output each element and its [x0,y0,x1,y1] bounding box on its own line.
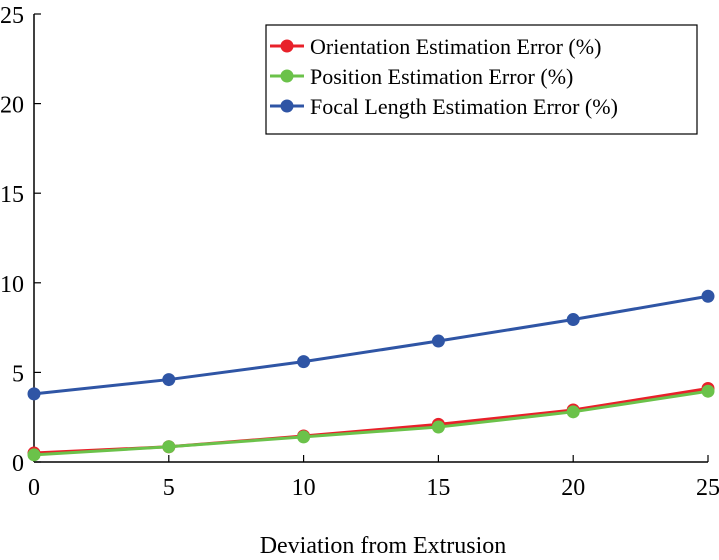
x-tick-label: 0 [28,475,40,501]
x-tick-label: 25 [696,475,719,501]
series-2 [27,289,715,401]
y-tick-label: 25 [0,3,24,29]
data-point [162,373,176,387]
series-line [33,294,709,396]
data-point [27,448,41,462]
data-point [701,289,715,303]
y-tick-label: 15 [0,182,24,208]
legend-item: Position Estimation Error (%) [270,64,573,89]
series-line [33,389,709,457]
legend-item: Focal Length Estimation Error (%) [270,94,618,119]
data-point [297,430,311,444]
y-tick-label: 20 [0,93,24,119]
series-line [33,387,709,455]
x-tick-label: 15 [426,475,450,501]
data-point [566,405,580,419]
x-tick-label: 20 [561,475,585,501]
legend: Orientation Estimation Error (%) Position… [265,24,698,135]
axes: 0 5 10 15 20 25 0 5 10 15 20 25 [0,3,719,501]
data-point [431,420,445,434]
data-point [27,387,41,401]
data-point [701,384,715,398]
data-point [162,440,176,454]
series-1 [27,384,715,462]
data-point [566,313,580,327]
legend-label: Focal Length Estimation Error (%) [310,94,618,119]
y-tick-label: 0 [12,451,24,477]
y-tick-label: 5 [12,361,24,387]
legend-box [265,24,698,135]
x-tick-label: 5 [163,475,175,501]
legend-marker [280,99,294,113]
legend-label: Position Estimation Error (%) [310,64,573,89]
legend-marker [280,39,294,53]
x-tick-label: 10 [292,475,316,501]
legend-marker [280,69,294,83]
legend-item: Orientation Estimation Error (%) [270,34,601,59]
data-point [297,355,311,369]
series-layer [27,289,715,462]
x-axis-title: Deviation from Extrusion [260,533,507,559]
y-tick-label: 10 [0,272,24,298]
data-point [431,334,445,348]
legend-label: Orientation Estimation Error (%) [310,34,601,59]
